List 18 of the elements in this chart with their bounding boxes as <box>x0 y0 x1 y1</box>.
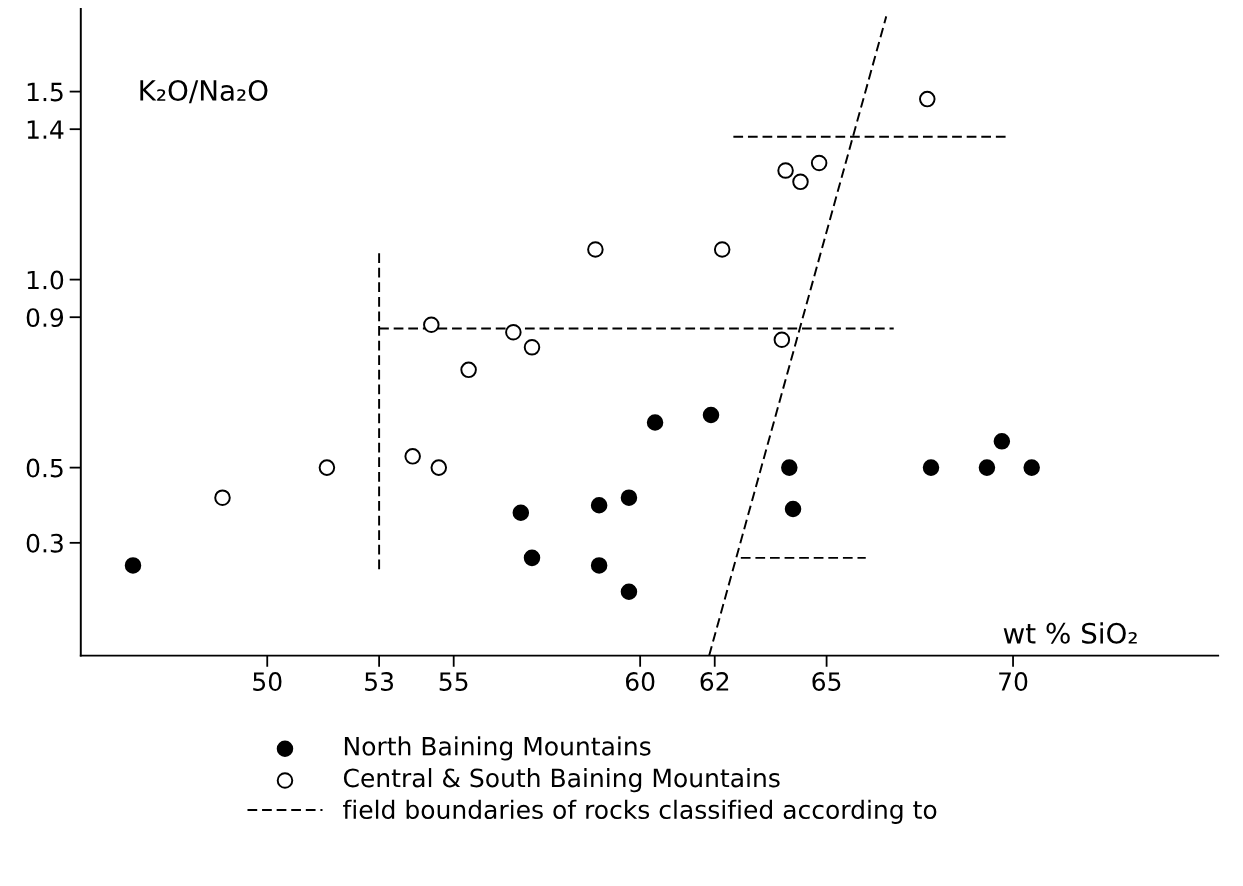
y-tick-label: 0.5 <box>26 458 63 478</box>
x-tick-label: 55 <box>439 672 468 691</box>
y-tick-label: 1.4 <box>27 120 64 139</box>
x-tick-label: 65 <box>812 672 841 691</box>
x-tick-label: 70 <box>999 672 1028 691</box>
y-tick-label: 1.5 <box>27 82 63 102</box>
y-tick-label: 1.0 <box>27 270 64 290</box>
legend-label: North Baining Mountains <box>344 736 651 761</box>
y-tick-label: 0.9 <box>26 308 64 328</box>
y-tick-label: 0.3 <box>26 533 63 553</box>
x-tick-label: 60 <box>625 672 655 691</box>
x-tick-label: 50 <box>253 672 282 691</box>
legend-label: Central & South Baining Mountains <box>343 768 780 793</box>
x-tick-label: 62 <box>700 672 729 691</box>
y-axis-title: K₂O/Na₂O <box>140 79 268 104</box>
x-axis-title: wt % SiO₂ <box>1003 622 1137 644</box>
legend-label: field boundaries of rocks classified according to <box>343 799 937 824</box>
x-tick-label: 53 <box>365 672 394 691</box>
